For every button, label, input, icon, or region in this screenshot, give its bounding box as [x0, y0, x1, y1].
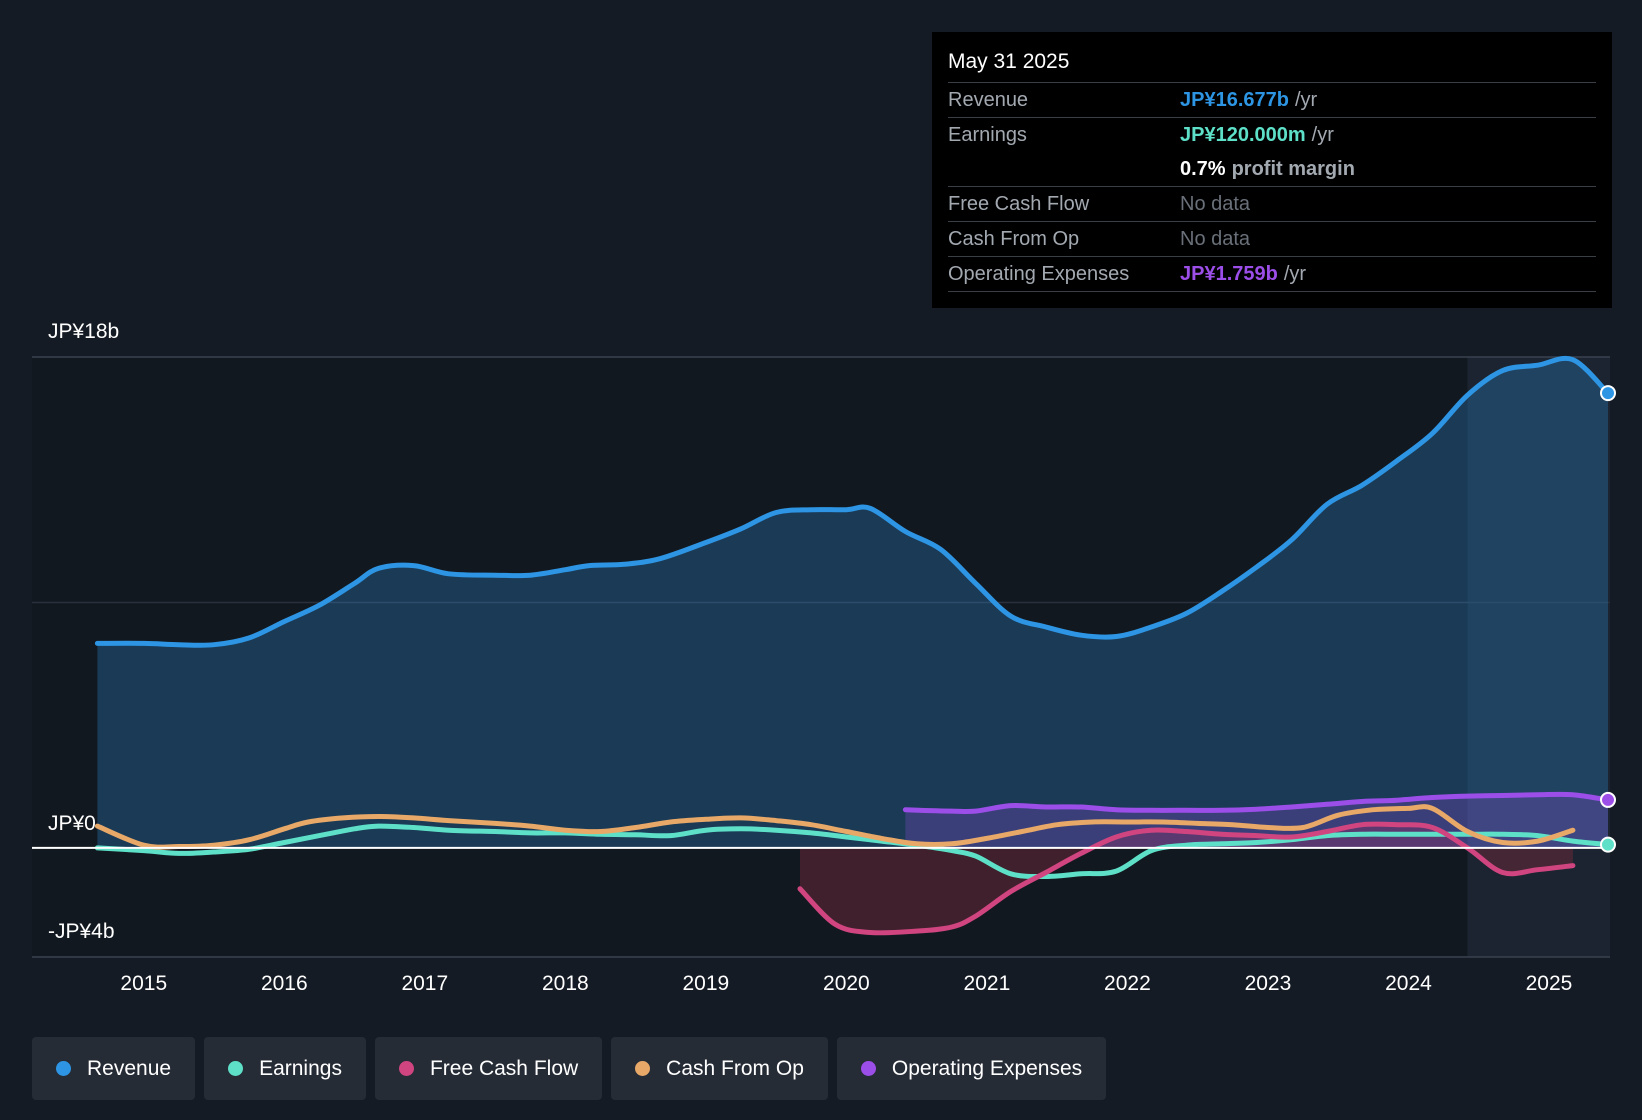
tooltip-opex-label: Operating Expenses [948, 262, 1130, 285]
x-tick-label: 2017 [401, 972, 449, 995]
legend-dot-icon [398, 1061, 414, 1076]
y-label-zero: JP¥0 [48, 812, 96, 835]
legend-dot-icon [228, 1061, 244, 1076]
legend-item-cash-from-op[interactable]: Cash From Op [611, 1037, 828, 1100]
tooltip-opex-unit: /yr [1283, 262, 1307, 285]
earnings-end-marker [1600, 836, 1616, 853]
operating-expenses-line [902, 791, 1611, 815]
legend-item-earnings[interactable]: Earnings [204, 1037, 366, 1100]
legend-item-revenue[interactable]: Revenue [32, 1037, 196, 1100]
earnings-line [94, 823, 1611, 880]
legend-item-free-cash-flow[interactable]: Free Cash Flow [374, 1037, 603, 1100]
x-tick-label: 2024 [1385, 972, 1432, 995]
x-tick-label: 2023 [1244, 972, 1292, 995]
x-tick-label: 2018 [541, 972, 589, 995]
x-tick-label: 2019 [682, 972, 730, 995]
legend-dot-icon [56, 1061, 71, 1076]
tooltip-row-cfo: Cash From Op No data [948, 222, 1596, 257]
x-tick-label: 2021 [963, 972, 1011, 995]
tooltip-date: May 31 2025 [948, 46, 1596, 83]
y-label-bottom: -JP¥4b [48, 920, 115, 943]
tooltip-panel: May 31 2025 Revenue JP¥16.677b /yr Earni… [932, 32, 1612, 308]
cash-from-op-line [94, 804, 1576, 850]
y-label-top: JP¥18b [48, 320, 120, 343]
legend-dot-icon [635, 1061, 651, 1076]
tooltip-opex-value: JP¥1.759b [1180, 262, 1278, 285]
legend-label: Revenue [87, 1056, 172, 1080]
tooltip-cfo-value: No data [1180, 227, 1251, 250]
highlight-region [1467, 357, 1610, 957]
tooltip-revenue-unit: /yr [1294, 88, 1318, 111]
tooltip-row-revenue: Revenue JP¥16.677b /yr [948, 83, 1596, 118]
legend-label: Earnings [259, 1056, 342, 1080]
legend-label: Cash From Op [666, 1056, 804, 1080]
x-tick-label: 2020 [823, 972, 870, 995]
operating-expenses-end-marker [1600, 791, 1616, 808]
tooltip-row-opex: Operating Expenses JP¥1.759b /yr [948, 257, 1596, 292]
legend: Revenue Earnings Free Cash Flow Cash Fro… [32, 1037, 1107, 1100]
tooltip-cfo-label: Cash From Op [948, 227, 1080, 250]
tooltip-margin-value: 0.7% [1180, 157, 1226, 180]
tooltip-revenue-label: Revenue [948, 88, 1029, 111]
tooltip-row-margin: 0.7% profit margin [948, 152, 1596, 187]
tooltip-revenue-value: JP¥16.677b [1180, 88, 1289, 111]
tooltip-earnings-label: Earnings [948, 123, 1027, 146]
tooltip-margin-label: profit margin [1231, 157, 1355, 180]
free-cash-flow-line [797, 821, 1576, 936]
x-tick-label: 2025 [1525, 972, 1573, 995]
tooltip-row-fcf: Free Cash Flow No data [948, 187, 1596, 222]
x-tick-label: 2015 [120, 972, 168, 995]
free-cash-flow-area [800, 824, 1573, 933]
legend-item-operating-expenses[interactable]: Operating Expenses [836, 1037, 1107, 1100]
legend-dot-icon [860, 1061, 876, 1076]
tooltip-earnings-unit: /yr [1311, 123, 1334, 146]
tooltip-fcf-label: Free Cash Flow [948, 192, 1090, 215]
tooltip-row-earnings: Earnings JP¥120.000m /yr [948, 118, 1596, 152]
tooltip-fcf-value: No data [1180, 192, 1251, 215]
tooltip-earnings-value: JP¥120.000m [1180, 123, 1306, 146]
revenue-line [94, 355, 1611, 648]
plot-background [32, 357, 1468, 957]
revenue-end-marker [1600, 385, 1616, 402]
legend-label: Operating Expenses [891, 1056, 1083, 1080]
x-tick-label: 2016 [260, 972, 308, 995]
x-tick-label: 2022 [1104, 972, 1151, 995]
revenue-area [97, 358, 1608, 848]
legend-label: Free Cash Flow [429, 1056, 579, 1080]
